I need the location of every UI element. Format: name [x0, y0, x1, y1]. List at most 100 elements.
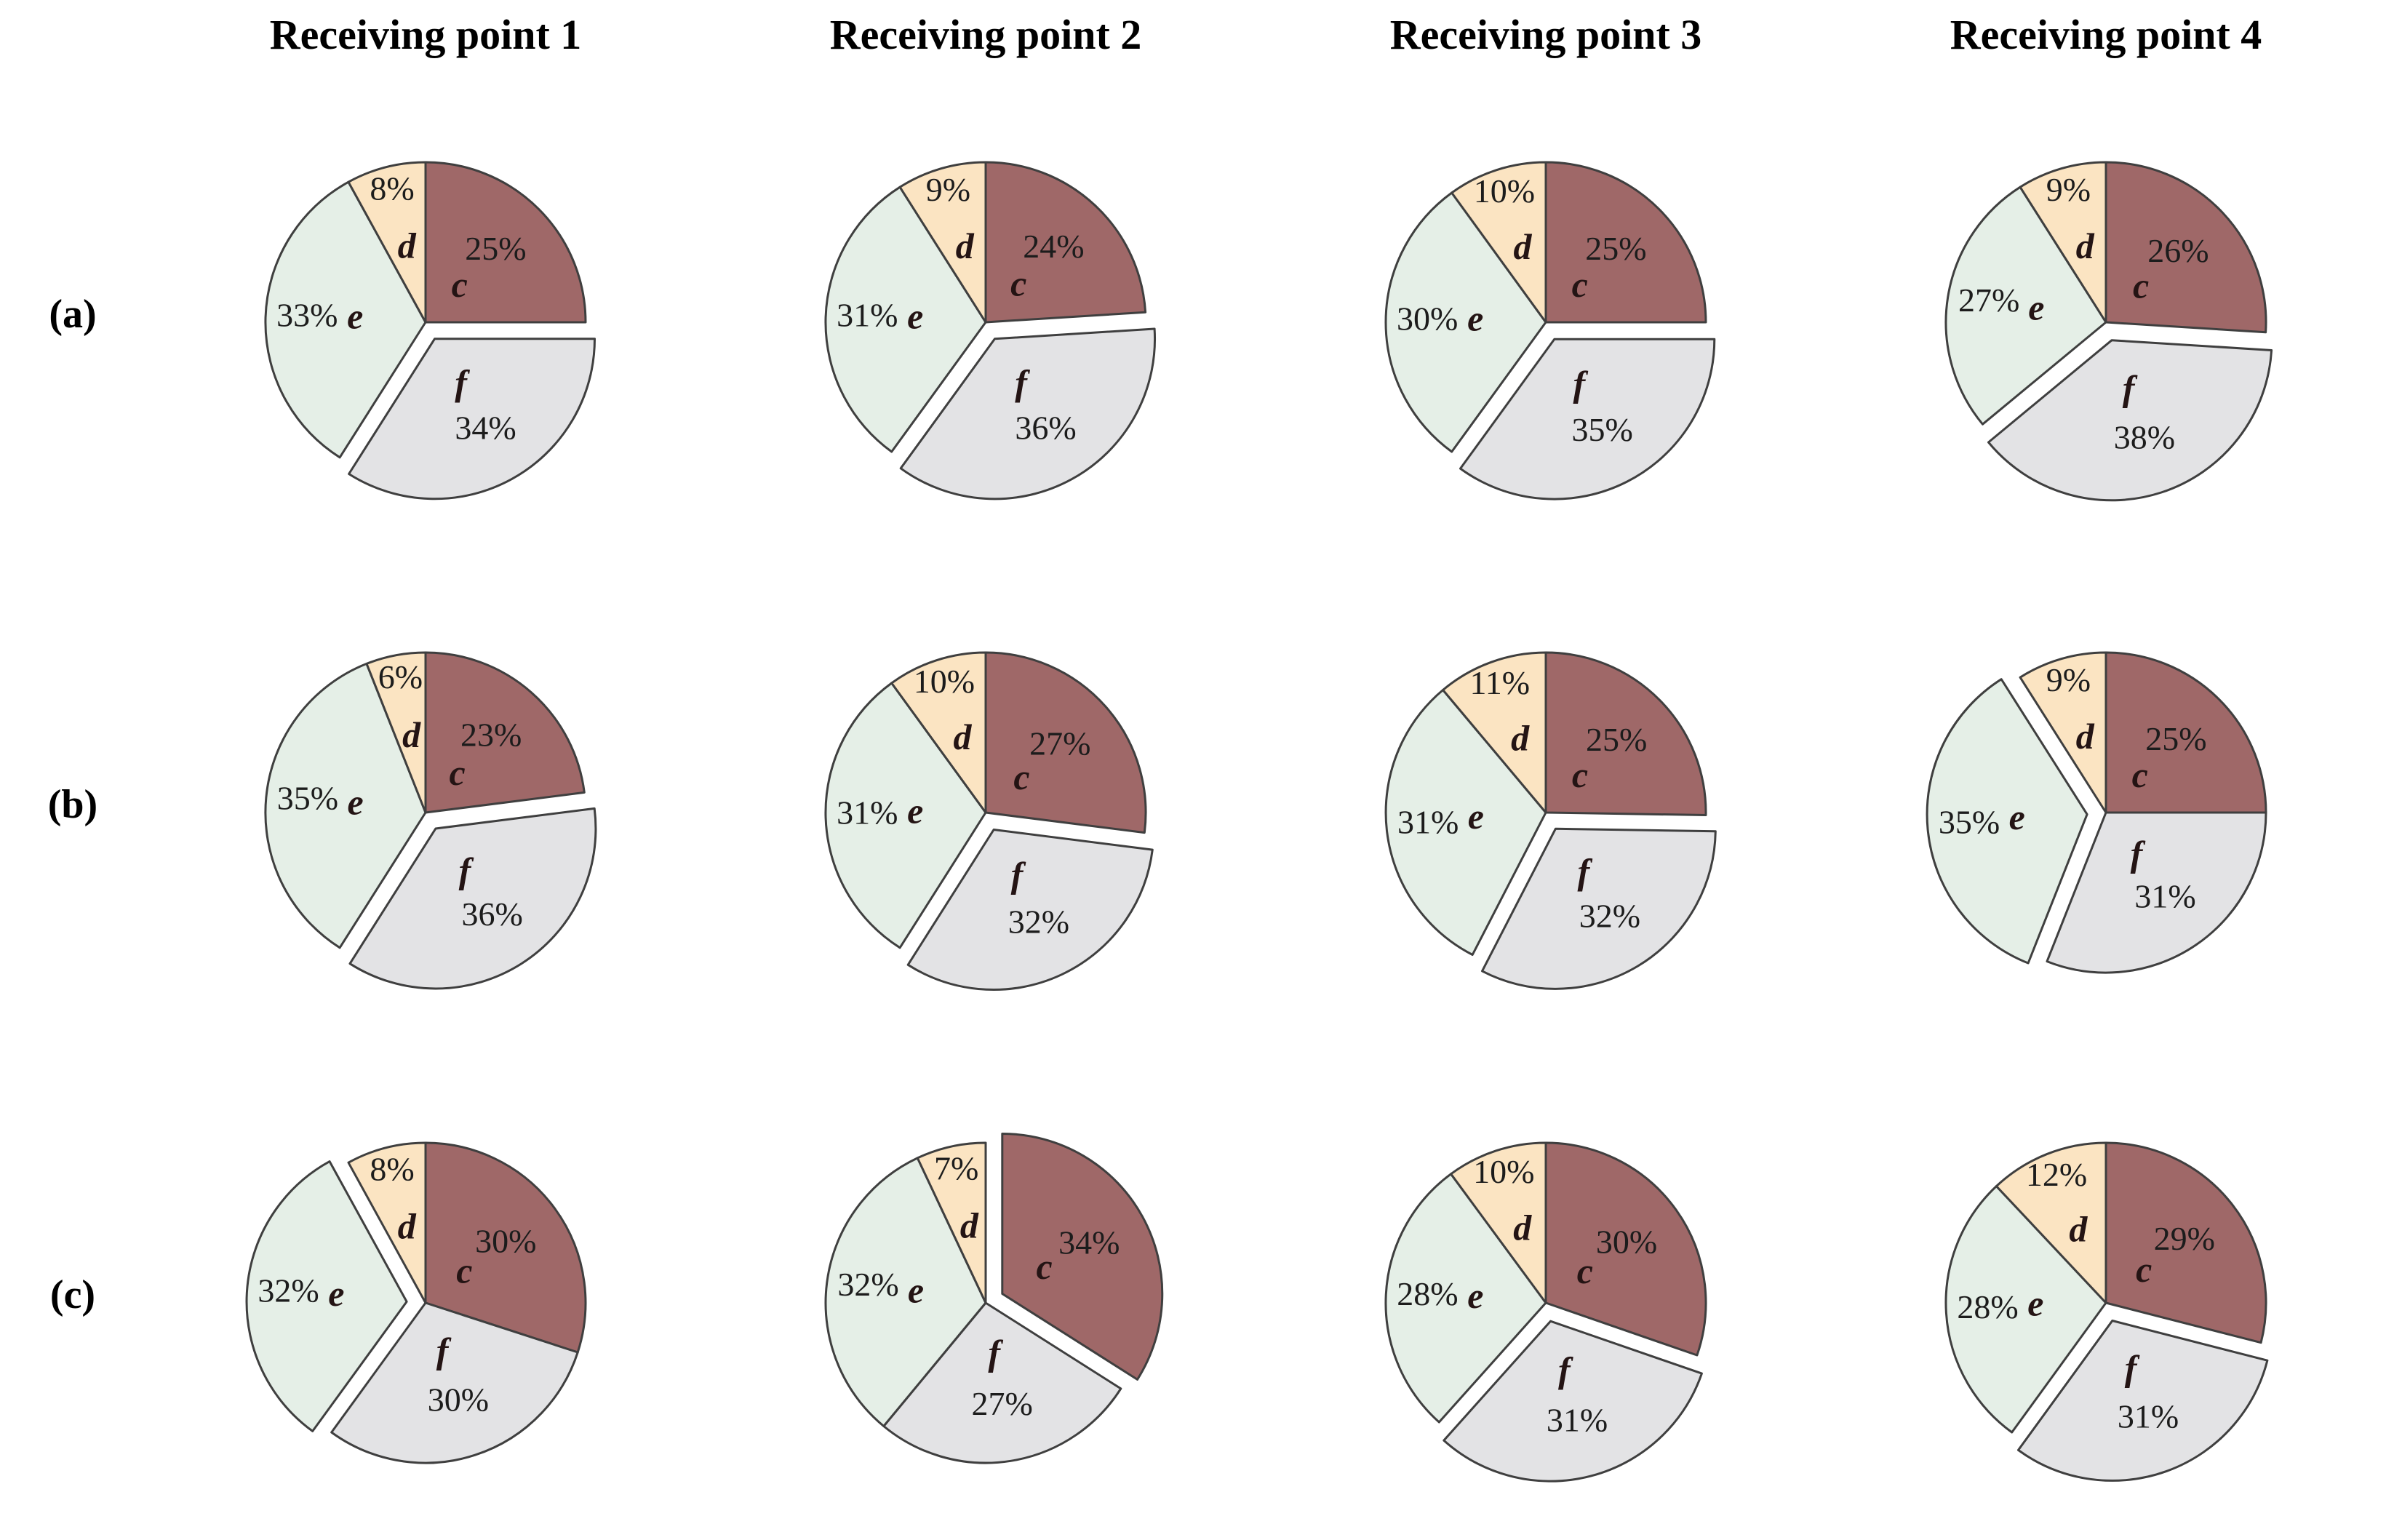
pie-slice-d	[890, 651, 987, 814]
slice-percent-label-e: 35%	[1939, 803, 2000, 840]
slice-letter-label-e: e	[908, 1269, 924, 1310]
pie-svg: 25%c 34% f 33% e 8% d	[264, 161, 596, 500]
pie-slice-e	[1384, 191, 1547, 453]
pie-slice-c	[1544, 651, 1707, 816]
slice-letter-label-d: d	[2076, 226, 2095, 266]
pie-slice-d	[1442, 651, 1547, 814]
pie-slice-e	[1944, 1185, 2107, 1434]
pie-svg: 24%c 36% f 31% e 9% d	[824, 161, 1157, 500]
slice-percent-label-c: 26%	[2147, 232, 2209, 269]
pie-slice-e	[1384, 689, 1547, 956]
pie-chart-a-rp2: 24% c 36% f 31% e 9% d	[706, 69, 1266, 559]
pie-slice-e	[264, 662, 427, 949]
slice-letter-label-f: f	[2123, 367, 2138, 408]
slice-percent-label-f: 32%	[1579, 897, 1640, 934]
pie-slice-d	[916, 1141, 987, 1304]
slice-percent-label-c: 23%	[460, 716, 522, 753]
slice-percent-label-f: 36%	[1015, 410, 1076, 447]
slice-letter-label-e: e	[2009, 797, 2025, 837]
slice-percent-label-e: 32%	[837, 1266, 898, 1303]
slice-letter-label-f: f	[455, 362, 470, 403]
slice-letter-label-f: f	[1011, 855, 1026, 895]
slice-letter-label-c: c	[2136, 1249, 2152, 1290]
pie-svg: 29%c 31% f 28% e 12% d	[1944, 1141, 2269, 1482]
slice-letter-label-f: f	[459, 850, 474, 891]
pie-slice-e	[1944, 185, 2107, 426]
pie-chart-c-rp4: 29% c 31% f 28% e 12% d	[1826, 1050, 2386, 1540]
slice-letter-label-f: f	[988, 1332, 1003, 1373]
slice-letter-label-d: d	[398, 1205, 417, 1246]
row-label-c: (c)	[49, 1272, 96, 1317]
slice-percent-label-c: 25%	[465, 230, 526, 267]
slice-letter-label-d: d	[1513, 1207, 1532, 1248]
slice-letter-label-e: e	[1467, 298, 1483, 338]
column-header-receiving-point-2: Receiving point 2	[829, 11, 1142, 58]
slice-letter-label-c: c	[1010, 263, 1026, 303]
pie-svg: 30%c30%f32% e8%d	[245, 1141, 587, 1464]
pie-slice-d	[347, 161, 427, 324]
pie-chart-a-rp4: 26% c 38% f 27% e 9% d	[1826, 69, 2386, 559]
slice-percent-label-c: 34%	[1058, 1224, 1120, 1261]
pie-slice-e	[245, 1160, 408, 1432]
pie-slice-c	[2104, 651, 2267, 814]
slice-letter-label-c: c	[1013, 757, 1029, 797]
slice-letter-label-e: e	[1468, 796, 1484, 837]
slice-letter-label-d: d	[2076, 716, 2095, 757]
corner-spacer	[0, 0, 145, 69]
slice-letter-label-c: c	[1577, 1250, 1593, 1291]
slice-letter-label-f: f	[1573, 363, 1588, 404]
slice-percent-label-f: 38%	[2114, 418, 2175, 455]
pie-svg: 25%c 32% f 31% e 11% d	[1384, 651, 1717, 990]
slice-percent-label-e: 31%	[837, 794, 898, 831]
slice-percent-label-c: 27%	[1029, 725, 1090, 762]
row-label-a: (a)	[49, 292, 97, 337]
slice-percent-label-e: 27%	[1958, 282, 2019, 319]
pie-slice-e	[1384, 1173, 1547, 1424]
pie-slice-e	[824, 682, 987, 949]
slice-letter-label-c: c	[452, 264, 468, 305]
pie-slice-d	[2019, 161, 2107, 324]
pie-chart-a-rp1: 25% c 34% f 33% e 8% d	[145, 69, 706, 559]
pie-chart-c-rp2: 34% c 27% f 32% e 7% d	[706, 1050, 1266, 1540]
pie-slice-d	[1451, 161, 1547, 324]
pie-slice-e	[1926, 678, 2088, 965]
slice-letter-label-d: d	[960, 1205, 979, 1246]
pie-slice-f	[906, 829, 1154, 992]
slice-percent-label-e: 28%	[1397, 1275, 1458, 1312]
slice-percent-label-f: 34%	[455, 410, 516, 447]
slice-letter-label-c: c	[456, 1250, 472, 1291]
slice-letter-label-e: e	[907, 790, 923, 831]
slice-percent-label-d: 10%	[1474, 172, 1535, 210]
pie-slice-f	[899, 327, 1157, 500]
pie-slice-f	[1481, 827, 1717, 990]
slice-letter-label-e: e	[328, 1273, 344, 1314]
pie-svg: 34%c 27% f 32% e 7% d	[824, 1133, 1164, 1464]
slice-percent-label-d: 8%	[370, 170, 414, 207]
slice-percent-label-d: 9%	[2046, 661, 2091, 698]
pie-chart-c-rp3: 30% c 31% f 28% e 10% d	[1266, 1050, 1826, 1540]
pie-slice-e	[824, 1157, 987, 1427]
slice-percent-label-c: 25%	[2145, 720, 2206, 757]
pie-slice-c	[1544, 161, 1707, 324]
pie-svg: 25%c 31% f 35% e 9% d	[1926, 651, 2267, 974]
column-header-receiving-point-4: Receiving point 4	[1950, 11, 2262, 58]
slice-letter-label-c: c	[2132, 754, 2148, 795]
pie-slice-c	[2104, 161, 2267, 334]
slice-percent-label-f: 27%	[972, 1385, 1033, 1422]
slice-letter-label-d: d	[402, 714, 421, 755]
slice-percent-label-d: 9%	[926, 171, 970, 208]
slice-letter-label-f: f	[1015, 362, 1030, 403]
slice-percent-label-d: 11%	[1469, 664, 1530, 701]
slice-letter-label-d: d	[2069, 1208, 2088, 1249]
slice-letter-label-f: f	[436, 1330, 452, 1371]
slice-percent-label-e: 33%	[276, 296, 338, 333]
pie-svg: 27%c 32% f 31% e 10% d	[824, 651, 1154, 992]
slice-letter-label-e: e	[2027, 1283, 2043, 1324]
pie-slice-c	[2104, 1141, 2267, 1344]
pie-slice-c	[1544, 1141, 1707, 1357]
slice-letter-label-f: f	[2125, 1347, 2140, 1388]
slice-percent-label-d: 6%	[378, 658, 423, 695]
slice-percent-label-e: 28%	[1957, 1288, 2018, 1325]
slice-percent-label-f: 31%	[1547, 1401, 1608, 1438]
